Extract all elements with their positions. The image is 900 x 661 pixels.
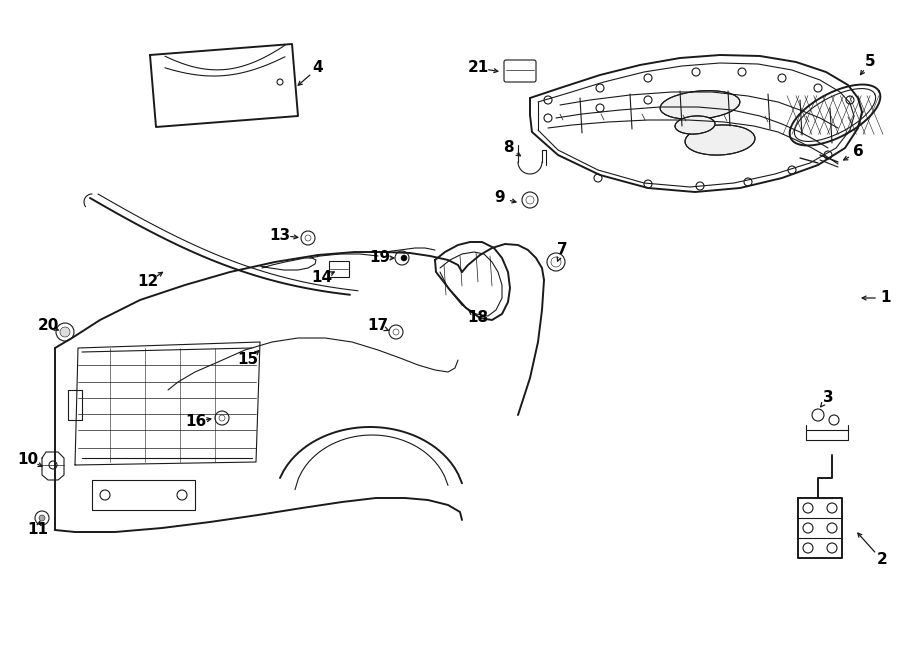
Circle shape — [778, 74, 786, 82]
Circle shape — [100, 490, 110, 500]
Circle shape — [846, 96, 854, 104]
Circle shape — [829, 415, 839, 425]
Circle shape — [644, 96, 652, 104]
Ellipse shape — [675, 116, 715, 134]
Circle shape — [814, 84, 822, 92]
Circle shape — [35, 511, 49, 525]
Circle shape — [401, 255, 407, 261]
Text: 16: 16 — [185, 414, 207, 430]
Circle shape — [788, 166, 796, 174]
Circle shape — [219, 415, 225, 421]
Circle shape — [696, 182, 704, 190]
Circle shape — [56, 323, 74, 341]
Text: 15: 15 — [238, 352, 258, 368]
Circle shape — [39, 515, 45, 521]
Circle shape — [596, 84, 604, 92]
Circle shape — [526, 196, 534, 204]
Circle shape — [305, 235, 311, 241]
Text: 1: 1 — [881, 290, 891, 305]
Circle shape — [177, 490, 187, 500]
Circle shape — [215, 411, 229, 425]
Text: 13: 13 — [269, 227, 291, 243]
Circle shape — [644, 74, 652, 82]
Circle shape — [692, 68, 700, 76]
Text: 19: 19 — [369, 251, 391, 266]
Circle shape — [803, 543, 813, 553]
Circle shape — [544, 114, 552, 122]
Circle shape — [827, 503, 837, 513]
Circle shape — [389, 325, 403, 339]
Circle shape — [551, 257, 561, 267]
Circle shape — [301, 231, 315, 245]
Circle shape — [803, 523, 813, 533]
Circle shape — [49, 461, 57, 469]
Circle shape — [393, 329, 399, 335]
Text: 18: 18 — [467, 311, 489, 325]
Circle shape — [522, 192, 538, 208]
Circle shape — [824, 151, 832, 159]
Text: 8: 8 — [503, 141, 513, 155]
Circle shape — [596, 104, 604, 112]
Circle shape — [803, 503, 813, 513]
Circle shape — [544, 96, 552, 104]
FancyBboxPatch shape — [504, 60, 536, 82]
Text: 9: 9 — [495, 190, 505, 206]
Circle shape — [812, 409, 824, 421]
Text: 7: 7 — [557, 243, 567, 258]
Text: 10: 10 — [17, 453, 39, 467]
Text: 3: 3 — [823, 391, 833, 405]
Text: 11: 11 — [28, 522, 49, 537]
Text: 14: 14 — [311, 270, 333, 286]
Text: 17: 17 — [367, 319, 389, 334]
Text: 6: 6 — [852, 145, 863, 159]
Ellipse shape — [660, 91, 740, 120]
Text: 2: 2 — [877, 553, 887, 568]
Text: 20: 20 — [37, 317, 58, 332]
Text: 5: 5 — [865, 54, 876, 69]
Circle shape — [594, 174, 602, 182]
Text: 4: 4 — [312, 61, 323, 75]
Circle shape — [277, 79, 283, 85]
Circle shape — [827, 523, 837, 533]
Ellipse shape — [685, 125, 755, 155]
Circle shape — [60, 327, 70, 337]
Text: 21: 21 — [467, 61, 489, 75]
Circle shape — [644, 180, 652, 188]
Text: 12: 12 — [138, 274, 158, 290]
Circle shape — [744, 178, 752, 186]
Circle shape — [395, 251, 409, 265]
FancyBboxPatch shape — [329, 261, 349, 277]
Circle shape — [738, 68, 746, 76]
Circle shape — [547, 253, 565, 271]
Circle shape — [827, 543, 837, 553]
